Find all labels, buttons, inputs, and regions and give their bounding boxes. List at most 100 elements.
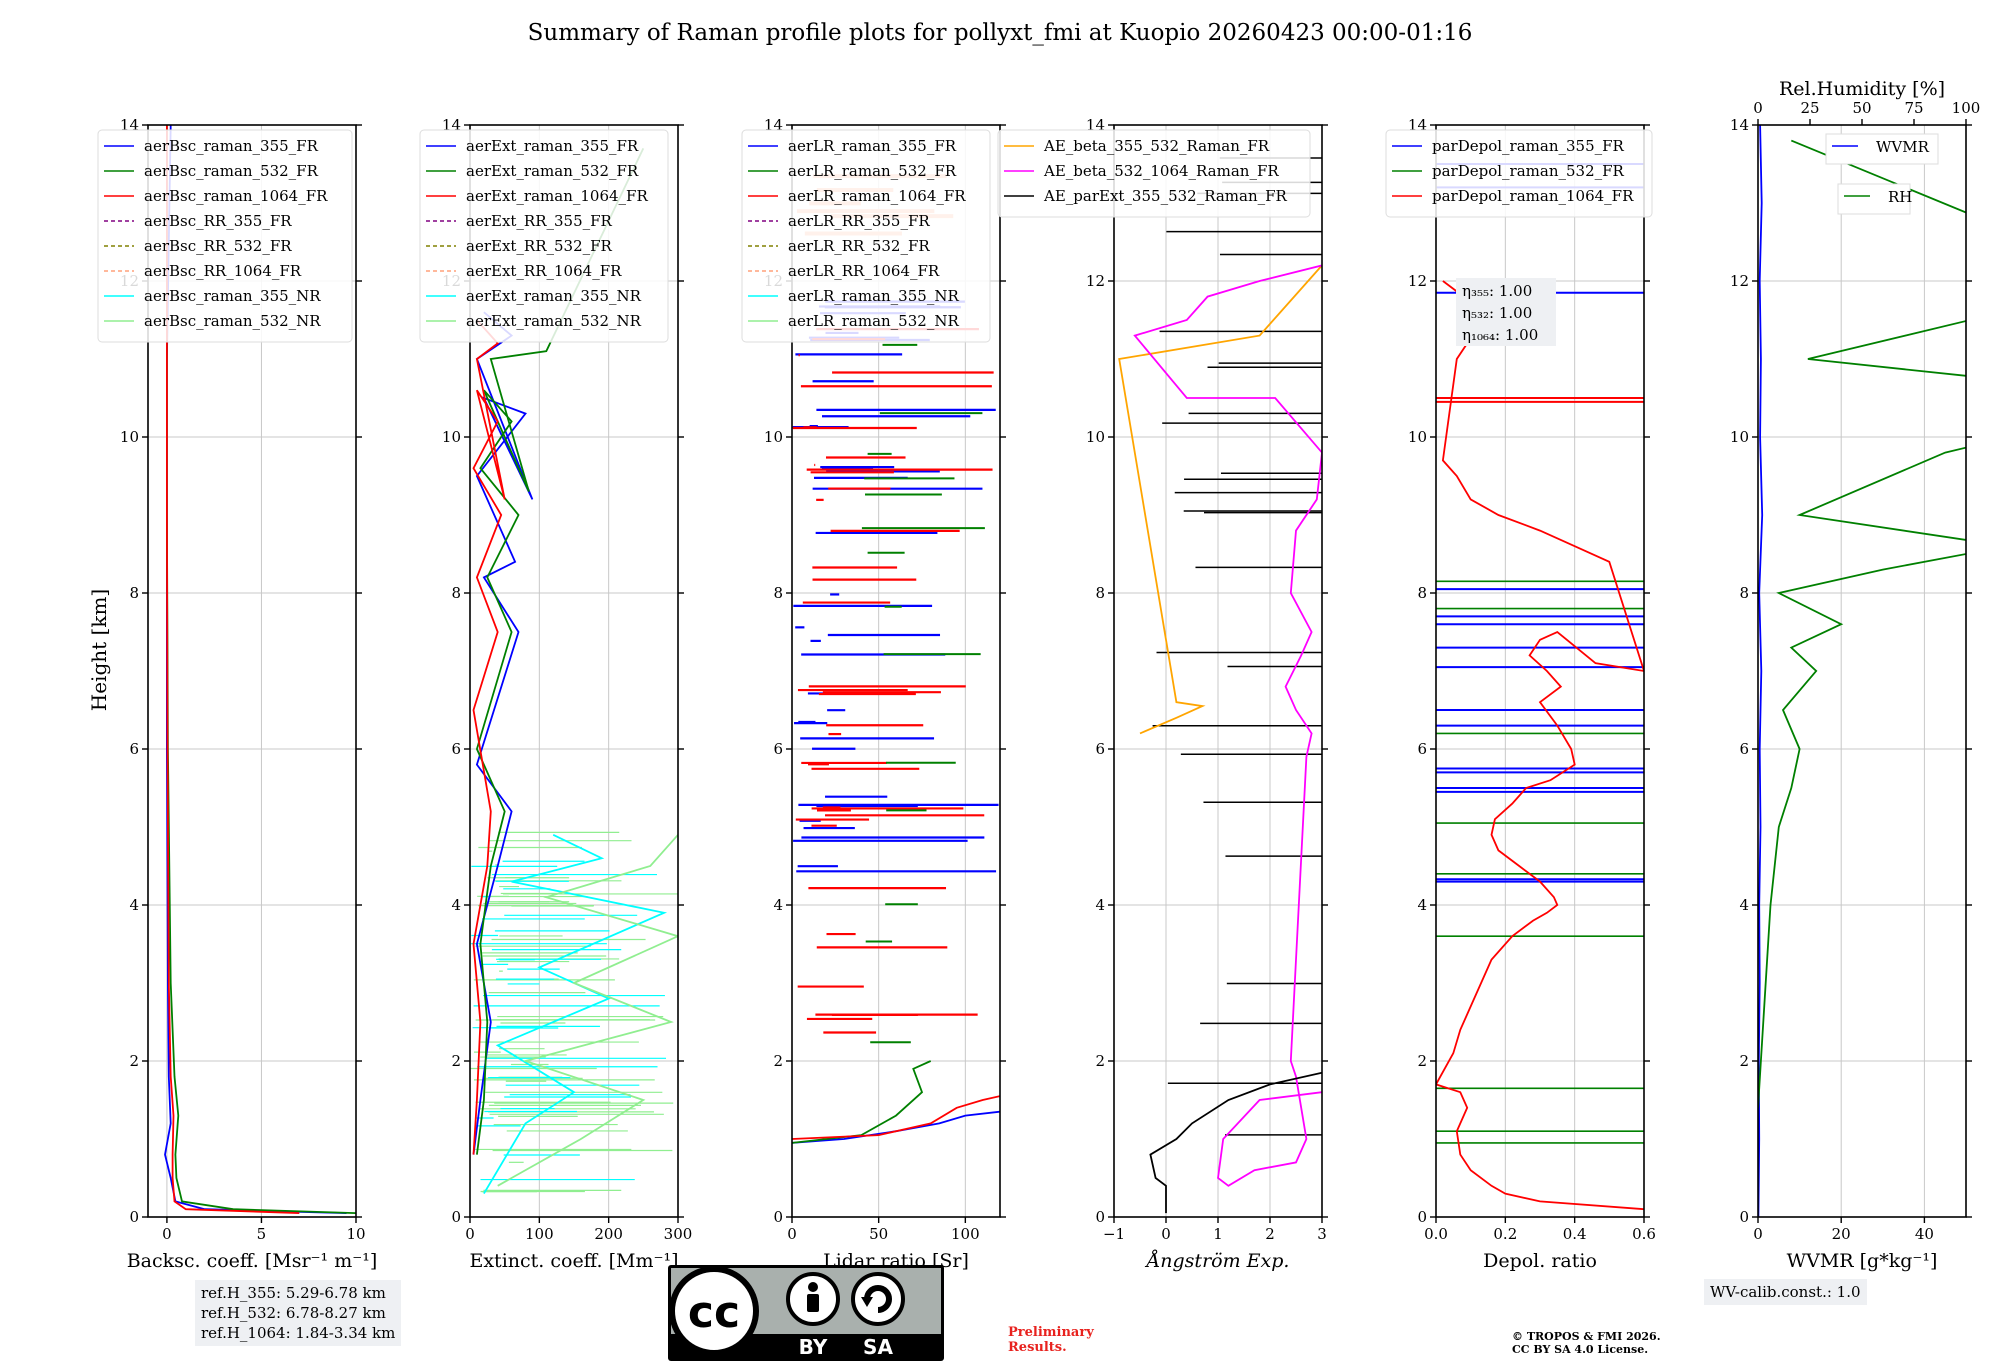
series-aerlr-raman-532-fr <box>792 1060 932 1144</box>
copyright-line2: CC BY SA 4.0 License. <box>1512 1343 1649 1356</box>
depol-eta-box <box>1456 278 1556 346</box>
ae-xtick-label: −1 <box>1103 1225 1125 1243</box>
wv-x2label: Rel.Humidity [%] <box>1779 78 1945 100</box>
bsc-xtick-label: 5 <box>257 1225 267 1243</box>
ext-xlabel: Extinct. coeff. [Mm⁻¹] <box>469 1250 678 1272</box>
ae-ytick-label: 8 <box>1095 584 1105 602</box>
ae-legend-ae-beta-355-532-raman-fr: AE_beta_355_532_Raman_FR <box>1043 137 1270 155</box>
ext-legend-aerext-rr-532-fr: aerExt_RR_532_FR <box>466 237 613 255</box>
cc-sa-label: SA <box>863 1335 893 1359</box>
ext-legend-box <box>419 129 669 343</box>
sa-icon <box>851 1272 905 1326</box>
bsc-legend-aerbsc-raman-355-nr: aerBsc_raman_355_NR <box>144 287 321 305</box>
bsc-frame <box>147 124 357 1218</box>
bsc-xtick-label: 10 <box>346 1225 365 1243</box>
lr-legend-aerlr-raman-532-fr: aerLR_raman_532_FR <box>788 162 957 180</box>
wv-xlabel: WVMR [g*kg⁻¹] <box>1787 1250 1938 1272</box>
ext-frame <box>469 124 679 1218</box>
figure-title: Summary of Raman profile plots for polly… <box>527 20 1473 46</box>
depol-eta-line-3: η₁₀₆₄: 1.00 <box>1462 326 1538 344</box>
ae-plot-area <box>1118 157 1322 1214</box>
depol-legend-box <box>1385 129 1653 218</box>
depol-ytick-label: 2 <box>1417 1052 1427 1070</box>
bsc-legend-aerbsc-rr-355-fr: aerBsc_RR_355_FR <box>144 212 292 230</box>
bsc-legend-aerbsc-rr-532-fr: aerBsc_RR_532_FR <box>144 237 292 255</box>
bsc-legend-box <box>97 129 353 343</box>
series-ae-beta-355-532-raman-fr <box>1118 264 1322 735</box>
ext-legend-aerext-raman-1064-fr: aerExt_raman_1064_FR <box>466 187 648 205</box>
copyright-line1: © TROPOS & FMI 2026. <box>1512 1330 1661 1343</box>
series-aerext-raman-355-fr <box>472 311 534 1155</box>
lr-legend-aerlr-raman-355-fr: aerLR_raman_355_FR <box>788 137 957 155</box>
lr-xtick-label: 50 <box>869 1225 888 1243</box>
wv-calib-box: WV-calib.const.: 1.0 <box>1704 1279 1867 1305</box>
lr-legend-aerlr-rr-532-fr: aerLR_RR_532_FR <box>788 237 930 255</box>
series-wvmr <box>1758 125 1764 1217</box>
lr-xtick-label: 0 <box>787 1225 797 1243</box>
ae-legend-box <box>997 129 1311 218</box>
bsc-ytick-label: 0 <box>129 1208 139 1226</box>
wv-xtick-label: 20 <box>1832 1225 1851 1243</box>
series-aerext-raman-1064-fr <box>472 319 506 1155</box>
ext-legend-aerext-rr-1064-fr: aerExt_RR_1064_FR <box>466 262 622 280</box>
series-aerext-raman-532-fr <box>475 148 645 1155</box>
ext-ytick-label: 8 <box>451 584 461 602</box>
bsc-ytick-label: 6 <box>129 740 139 758</box>
lr-legend-aerlr-rr-1064-fr: aerLR_RR_1064_FR <box>788 262 940 280</box>
depol-ytick-label: 8 <box>1417 584 1427 602</box>
series-rh <box>1758 139 1966 1108</box>
reference-height-box: ref.H_355: 5.29-6.78 km ref.H_532: 6.78-… <box>195 1280 402 1346</box>
lr-ytick-label: 10 <box>764 428 783 446</box>
wv-legend-box <box>1837 183 1911 215</box>
lr-ytick-label: 8 <box>773 584 783 602</box>
wv-ytick-label: 4 <box>1739 896 1749 914</box>
ext-plot-area <box>470 148 678 1195</box>
cc-logo-text: cc <box>688 1287 740 1338</box>
ext-legend-aerext-raman-355-nr: aerExt_raman_355_NR <box>466 287 642 305</box>
ae-ytick-label: 6 <box>1095 740 1105 758</box>
ext-legend-aerext-raman-532-nr: aerExt_raman_532_NR <box>466 312 642 330</box>
wv-x2tick-label: 75 <box>1904 99 1923 117</box>
ext-legend-aerext-rr-355-fr: aerExt_RR_355_FR <box>466 212 613 230</box>
depol-ytick-label: 6 <box>1417 740 1427 758</box>
series-pardepol-raman-1064-fr <box>1436 280 1644 1211</box>
lr-frame <box>791 124 1001 1218</box>
lr-ytick-label: 2 <box>773 1052 783 1070</box>
lr-subplot: 02468101214050100Lidar ratio [Sr]aerLR_r… <box>741 116 1006 1272</box>
bsc-legend-aerbsc-raman-532-fr: aerBsc_raman_532_FR <box>144 162 319 180</box>
cc-by-label: BY <box>799 1335 828 1359</box>
lr-legend-box <box>741 129 991 343</box>
wv-legend-wvmr: WVMR <box>1876 138 1930 156</box>
ae-ytick-label: 0 <box>1095 1208 1105 1226</box>
ext-ytick-label: 6 <box>451 740 461 758</box>
depol-legend-pardepol-raman-355-fr: parDepol_raman_355_FR <box>1432 137 1625 155</box>
wv-ytick-label: 6 <box>1739 740 1749 758</box>
series-aerext-raman-532-nr <box>497 834 678 1187</box>
ext-ytick-label: 0 <box>451 1208 461 1226</box>
ae-xtick-label: 0 <box>1161 1225 1171 1243</box>
bsc-legend-aerbsc-rr-1064-fr: aerBsc_RR_1064_FR <box>144 262 302 280</box>
depol-plot-area <box>1436 163 1644 1211</box>
wv-x2tick-label: 25 <box>1800 99 1819 117</box>
wv-legend-rh: RH <box>1888 188 1912 206</box>
wv-ytick-label: 14 <box>1730 116 1749 134</box>
wv-x2tick-label: 0 <box>1753 99 1763 117</box>
ext-xtick-label: 200 <box>594 1225 623 1243</box>
depol-eta-line-2: η₅₃₂: 1.00 <box>1462 304 1532 322</box>
ae-ytick-label: 2 <box>1095 1052 1105 1070</box>
bsc-legend-aerbsc-raman-1064-fr: aerBsc_raman_1064_FR <box>144 187 328 205</box>
ae-xlabel: Ångström Exp. <box>1145 1250 1290 1272</box>
series-ae-beta-532-1064-raman-fr <box>1133 264 1322 1187</box>
wv-plot-area <box>1758 125 1966 1217</box>
wv-ytick-label: 2 <box>1739 1052 1749 1070</box>
series-aerlr-raman-1064-fr <box>792 1095 1000 1140</box>
copyright-notice: © TROPOS & FMI 2026. CC BY SA 4.0 Licens… <box>1512 1330 1661 1356</box>
ae-legend-ae-beta-532-1064-raman-fr: AE_beta_532_1064_Raman_FR <box>1043 162 1279 180</box>
depol-xlabel: Depol. ratio <box>1483 1250 1597 1272</box>
depol-xtick-label: 0.4 <box>1563 1225 1587 1243</box>
depol-ytick-label: 12 <box>1408 272 1427 290</box>
ext-ytick-label: 4 <box>451 896 461 914</box>
bsc-xlabel: Backsc. coeff. [Msr⁻¹ m⁻¹] <box>127 1250 378 1272</box>
